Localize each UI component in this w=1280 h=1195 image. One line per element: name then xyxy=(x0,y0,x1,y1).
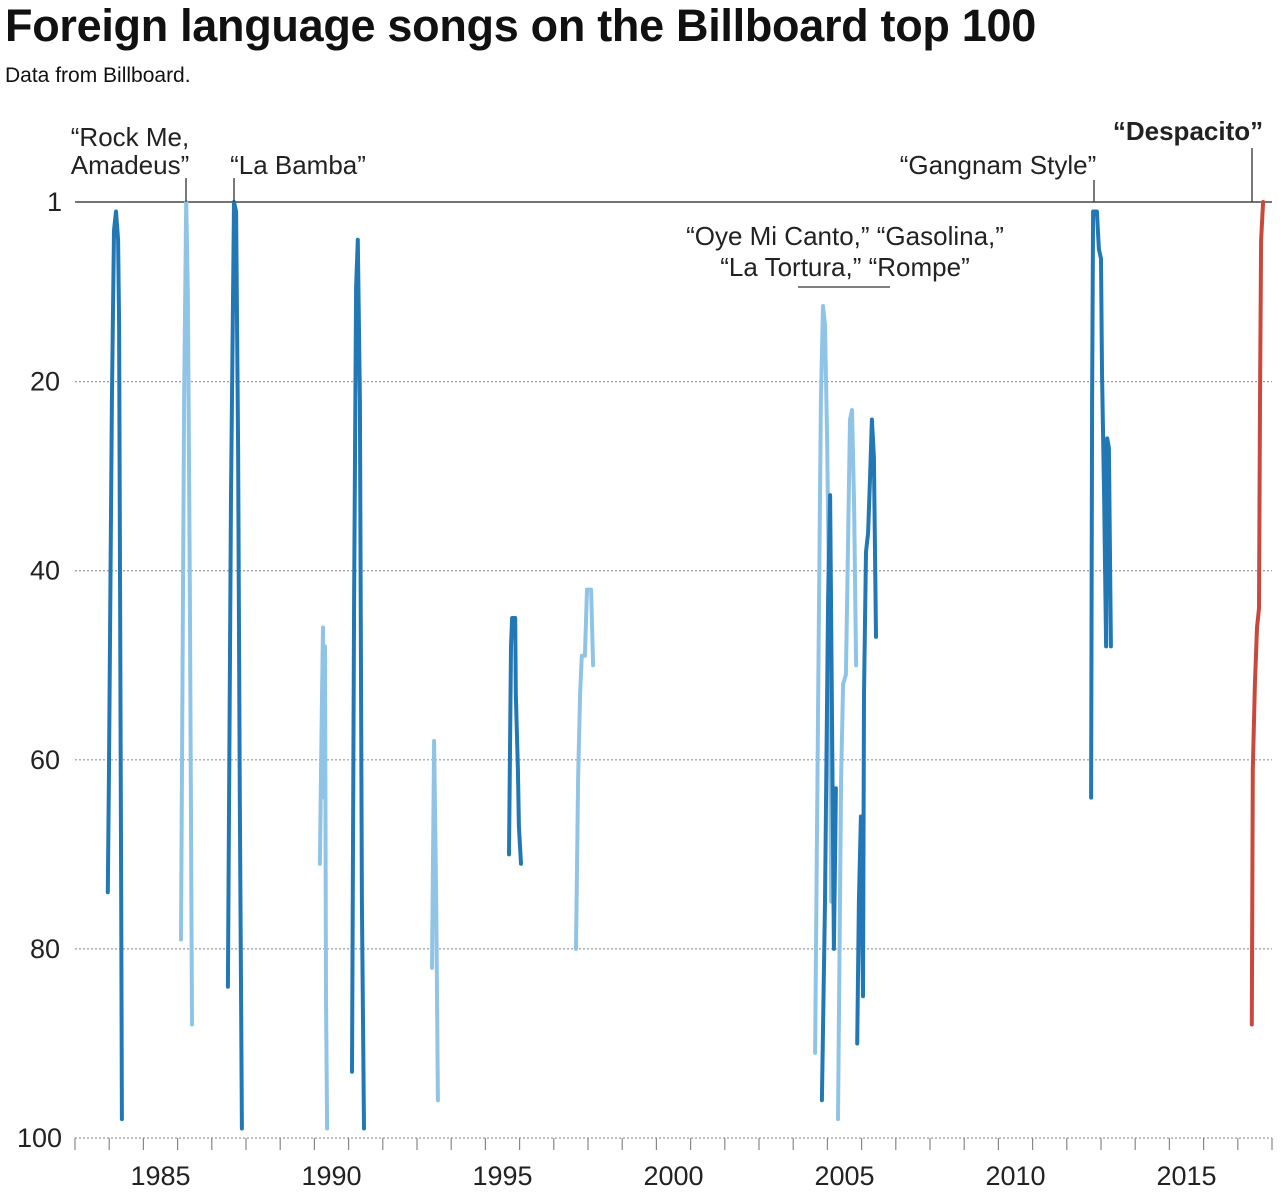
series-line xyxy=(574,587,596,951)
series-line xyxy=(350,237,366,1131)
y-tick-label: 100 xyxy=(17,1123,62,1153)
x-tick-label: 1985 xyxy=(130,1161,190,1191)
series-line xyxy=(819,493,838,1103)
y-tick-label: 80 xyxy=(30,934,60,964)
series-line xyxy=(225,200,244,1131)
x-tick-label: 2010 xyxy=(985,1161,1045,1191)
annotation-label: “Rock Me, xyxy=(71,122,189,152)
series-line xyxy=(430,738,440,1103)
series-line xyxy=(855,417,878,1046)
x-tick-label: 2000 xyxy=(643,1161,703,1191)
y-tick-label: 20 xyxy=(30,367,60,397)
annotation-label: “La Bamba” xyxy=(230,150,366,180)
series-line xyxy=(1249,200,1266,1027)
x-tick-label: 1995 xyxy=(472,1161,532,1191)
annotation-label: “Gangnam Style” xyxy=(900,150,1097,180)
y-tick-label: 1 xyxy=(47,187,62,217)
axes: 1 20 40 60 80 100 1985 1990 1995 2000 2005 2010 2015 xyxy=(17,187,1273,1191)
series-line xyxy=(507,616,523,866)
chart-subtitle: Data from Billboard. xyxy=(5,64,191,87)
y-tick-label: 40 xyxy=(30,556,60,586)
annotation-label: “Despacito” xyxy=(1113,116,1263,146)
gridlines xyxy=(75,201,1272,1139)
series-line xyxy=(317,625,330,1131)
y-tick-label: 60 xyxy=(30,745,60,775)
chart-title: Foreign language songs on the Billboard … xyxy=(5,0,1036,51)
annotation-label: “Oye Mi Canto,” “Gasolina,” xyxy=(686,221,1004,251)
x-tick-label: 2015 xyxy=(1156,1161,1216,1191)
annotation-label: Amadeus” xyxy=(71,150,190,180)
x-tick-label: 1990 xyxy=(301,1161,361,1191)
series-line xyxy=(836,408,859,1122)
series-line xyxy=(179,200,194,1027)
series-line xyxy=(1089,209,1113,800)
series-line xyxy=(105,209,124,1122)
annotation-label: “La Tortura,” “Rompe” xyxy=(720,252,970,282)
series-lines xyxy=(105,200,1266,1131)
x-tick-label: 2005 xyxy=(814,1161,874,1191)
annotations: “Rock Me,Amadeus” “La Bamba” “Oye Mi Canto… xyxy=(71,116,1263,288)
